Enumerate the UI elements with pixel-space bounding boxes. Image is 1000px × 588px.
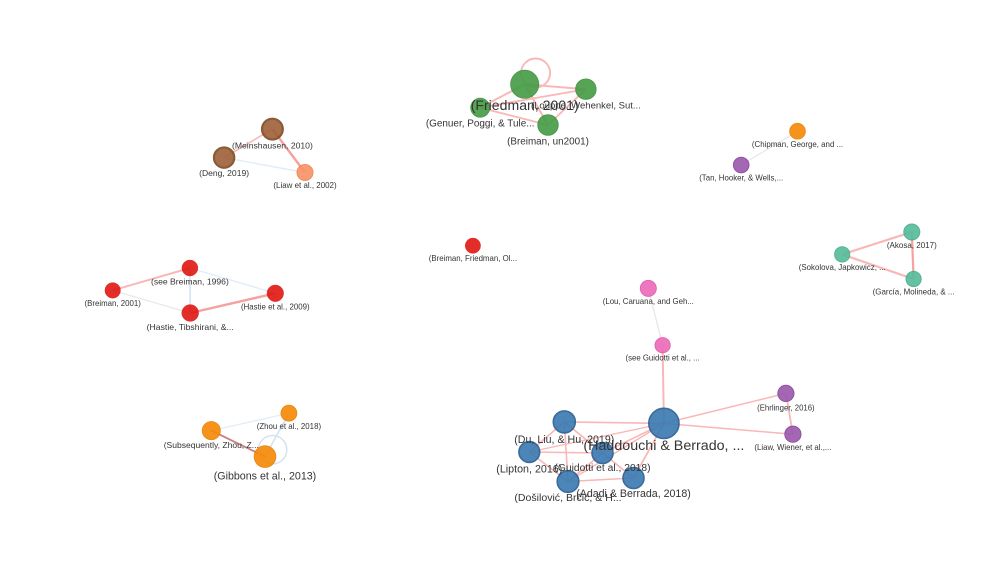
svg-text:(Chipman, George, and ...: (Chipman, George, and ... (752, 140, 843, 149)
svg-text:(Ehrlinger, 2016): (Ehrlinger, 2016) (757, 404, 815, 413)
svg-text:(Adadi & Berrada, 2018): (Adadi & Berrada, 2018) (576, 488, 691, 500)
svg-text:(see Breiman, 1996): (see Breiman, 1996) (151, 276, 229, 286)
svg-text:(Guidotti et al., 2018): (Guidotti et al., 2018) (554, 463, 650, 474)
svg-text:(Genuer, Poggi, & Tule...: (Genuer, Poggi, & Tule... (426, 118, 535, 129)
svg-text:(Liaw et al., 2002): (Liaw et al., 2002) (273, 181, 337, 190)
svg-text:(Sokolova, Japkowicz, ...: (Sokolova, Japkowicz, ... (799, 263, 886, 272)
svg-text:(Deng, 2019): (Deng, 2019) (199, 168, 249, 178)
svg-text:(Lou, Caruana, and Geh...: (Lou, Caruana, and Geh... (603, 297, 694, 306)
svg-text:(Haddouchi & Berrado, ...: (Haddouchi & Berrado, ... (583, 438, 744, 454)
svg-text:(Zhou et al., 2018): (Zhou et al., 2018) (257, 422, 322, 431)
svg-text:(Hastie et al., 2009): (Hastie et al., 2009) (241, 302, 310, 311)
svg-text:(Hastie, Tibshirani, &...: (Hastie, Tibshirani, &... (147, 322, 234, 332)
svg-text:(Liaw, Wiener, et al.,...: (Liaw, Wiener, et al.,... (754, 443, 831, 452)
svg-text:(Subsequently, Zhou, Z...: (Subsequently, Zhou, Z... (164, 440, 259, 450)
svg-text:(Friedman, 2001): (Friedman, 2001) (471, 97, 579, 113)
svg-text:(García, Molineda, & ...: (García, Molineda, & ... (873, 288, 955, 297)
svg-text:(Du, Liu, & Hu, 2019): (Du, Liu, & Hu, 2019) (514, 434, 614, 446)
svg-text:(Došilović, Brčić, & H...: (Došilović, Brčić, & H... (514, 492, 621, 504)
svg-text:(Tan, Hooker, & Wells,...: (Tan, Hooker, & Wells,... (699, 174, 783, 183)
svg-text:(Akosa, 2017): (Akosa, 2017) (887, 241, 937, 250)
svg-text:(Gibbons et al., 2013): (Gibbons et al., 2013) (214, 470, 316, 482)
svg-text:(Lipton, 2016): (Lipton, 2016) (496, 463, 562, 475)
svg-text:(Breiman, 2001): (Breiman, 2001) (85, 299, 142, 308)
svg-text:(Louppe, Wehenkel, Sut...: (Louppe, Wehenkel, Sut... (531, 101, 641, 112)
svg-text:(see Guidotti et al., ...: (see Guidotti et al., ... (626, 354, 700, 363)
svg-text:(Meinshausen, 2010): (Meinshausen, 2010) (232, 140, 313, 150)
svg-text:(Breiman, Friedman, Ol...: (Breiman, Friedman, Ol... (429, 254, 517, 263)
svg-text:(Breiman, un2001): (Breiman, un2001) (507, 137, 589, 148)
